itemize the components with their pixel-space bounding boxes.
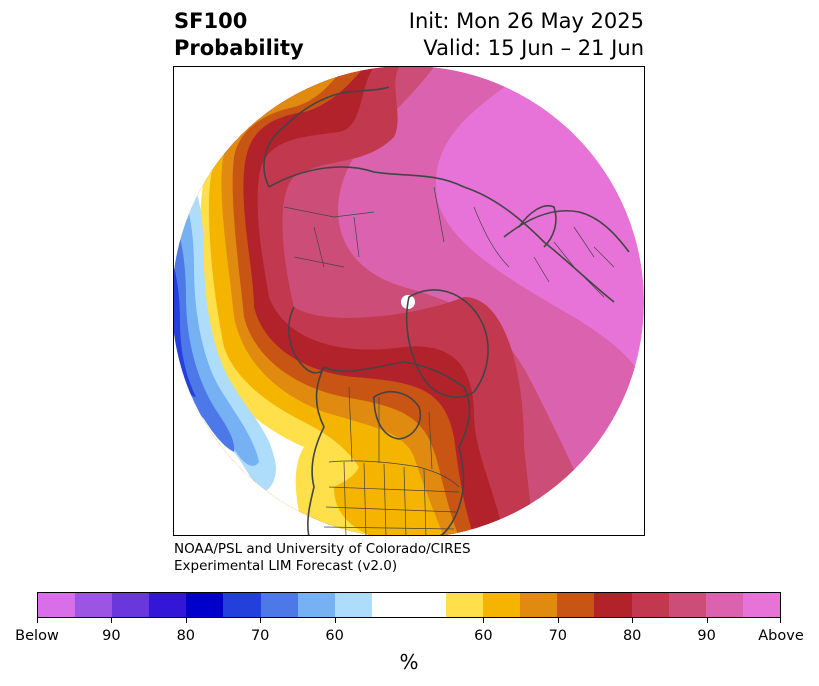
- colorbar-segment: [705, 593, 743, 617]
- title-variable: SF100: [174, 9, 248, 33]
- colorbar-segment: [668, 593, 706, 617]
- title-kind: Probability: [174, 36, 304, 60]
- colorbar-segment: [223, 593, 261, 617]
- credit: NOAA/PSL and University of Colorado/CIRE…: [174, 541, 471, 575]
- chart-title: SF100 Probability: [174, 8, 304, 62]
- coast-europe: [503, 209, 630, 253]
- colorbar-segment: [594, 593, 632, 617]
- colorbar-ticks: [37, 618, 781, 626]
- colorbar-tick-label: 90: [102, 628, 121, 644]
- colorbar-segment: [520, 593, 558, 617]
- coast-north-america-west: [307, 366, 325, 535]
- border-asia: [283, 206, 375, 268]
- init-date: Init: Mon 26 May 2025: [408, 9, 644, 33]
- colorbar-segment: [297, 593, 335, 617]
- colorbar-segment: [334, 593, 372, 617]
- colorbar-segment: [149, 593, 187, 617]
- colorbar-segment: [260, 593, 298, 617]
- colorbar-tick-label: Below: [15, 628, 59, 644]
- colorbar-segment: [408, 593, 447, 617]
- colorbar-segment: [446, 593, 484, 617]
- border-europe: [533, 226, 615, 298]
- colorbar-tick-label: 90: [697, 628, 716, 644]
- colorbar-unit: %: [399, 650, 419, 674]
- credit-line-2: Experimental LIM Forecast (v2.0): [174, 558, 398, 574]
- colorbar-segment: [186, 593, 224, 617]
- forecast-dates: Init: Mon 26 May 2025 Valid: 15 Jun – 21…: [409, 8, 644, 62]
- colorbar-segment: [371, 593, 409, 617]
- border-us-states-1: [343, 461, 427, 535]
- colorbar-tick-label: Above: [758, 628, 804, 644]
- colorbar-tick-label: 60: [325, 628, 344, 644]
- colorbar-tick: [185, 618, 187, 623]
- colorbar-segment: [557, 593, 595, 617]
- colorbar-tick-label: 80: [622, 628, 642, 644]
- colorbar-tick-label: 60: [474, 628, 493, 644]
- colorbar-tick: [260, 618, 262, 623]
- colorbar-tick: [37, 618, 38, 623]
- probability-map-svg: [174, 67, 644, 535]
- polar-map: [173, 66, 645, 536]
- colorbar-segment: [112, 593, 150, 617]
- colorbar-segment: [631, 593, 669, 617]
- colorbar-tick: [111, 618, 113, 623]
- colorbar-tick: [780, 618, 781, 623]
- credit-line-1: NOAA/PSL and University of Colorado/CIRE…: [174, 541, 471, 557]
- border-us-canada: [328, 460, 460, 488]
- probability-field: [174, 67, 644, 535]
- colorbar-tick: [632, 618, 634, 623]
- coast-alaska: [288, 306, 325, 374]
- coast-greenland: [405, 289, 489, 398]
- coast-eurasia-north: [268, 166, 615, 303]
- colorbar-tick: [483, 618, 485, 623]
- colorbar-segment: [742, 593, 780, 617]
- colorbar-segment: [38, 593, 76, 617]
- field-below-50: [174, 147, 276, 492]
- colorbar-tick: [557, 618, 559, 623]
- colorbar-tick: [334, 618, 336, 623]
- coast-hudson-bay: [373, 391, 421, 440]
- political-borders: [283, 186, 615, 535]
- colorbar-tick-label: 70: [548, 628, 568, 644]
- colorbar: [37, 592, 781, 618]
- border-canada-provinces: [348, 386, 433, 470]
- border-us-states-2: [323, 486, 460, 530]
- colorbar-segment: [75, 593, 113, 617]
- colorbar-tick-label: 80: [176, 628, 196, 644]
- coast-asia-east: [263, 86, 390, 188]
- colorbar-segment: [483, 593, 521, 617]
- valid-range: Valid: 15 Jun – 21 Jun: [423, 36, 644, 60]
- coast-north-america-east: [323, 361, 471, 535]
- coastlines: [263, 86, 630, 535]
- border-russia: [433, 186, 510, 268]
- coast-scandinavia: [518, 205, 557, 248]
- colorbar-tick-label: 70: [250, 628, 270, 644]
- colorbar-tick: [706, 618, 708, 623]
